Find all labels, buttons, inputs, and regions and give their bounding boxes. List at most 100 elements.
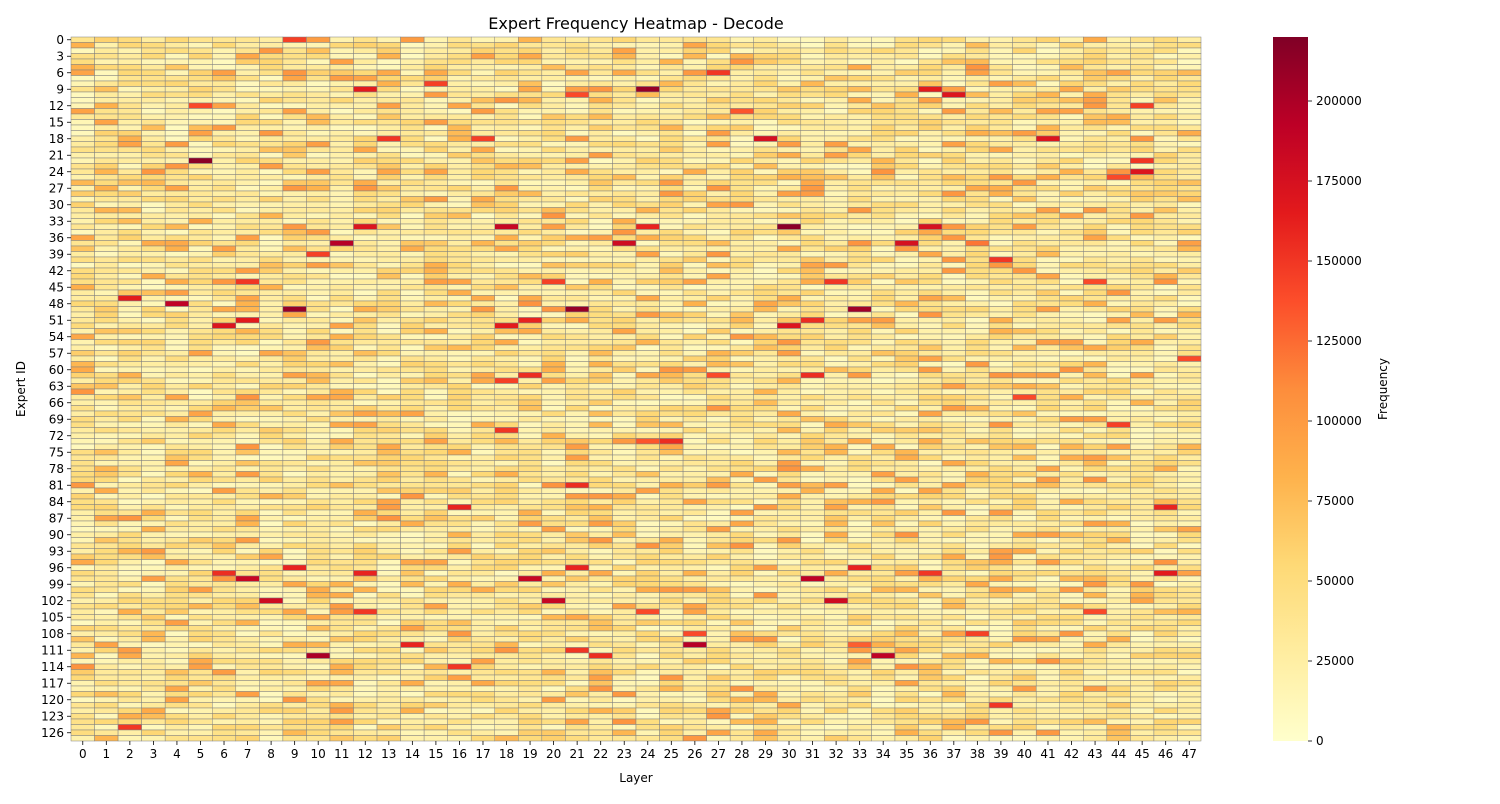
heatmap-cell xyxy=(1177,394,1202,401)
heatmap-cell xyxy=(188,108,213,115)
heatmap-cell xyxy=(824,124,849,131)
heatmap-cell xyxy=(400,113,425,120)
heatmap-cells xyxy=(70,36,1202,742)
heatmap-cell xyxy=(612,553,637,560)
heatmap-cell xyxy=(141,493,166,500)
heatmap-cell xyxy=(1035,53,1060,60)
heatmap-cell xyxy=(871,234,896,241)
heatmap-cell xyxy=(70,207,95,214)
heatmap-cell xyxy=(988,465,1013,472)
heatmap-cell xyxy=(988,311,1013,318)
heatmap-cell xyxy=(635,449,660,456)
heatmap-cell xyxy=(329,135,354,142)
heatmap-cell xyxy=(918,179,943,186)
heatmap-cell xyxy=(541,179,566,186)
heatmap-cell xyxy=(565,328,590,335)
heatmap-cell xyxy=(494,64,519,71)
heatmap-cell xyxy=(518,229,543,236)
heatmap-cell xyxy=(400,383,425,390)
heatmap-cell xyxy=(329,531,354,538)
heatmap-cell xyxy=(706,460,731,467)
heatmap-cell xyxy=(235,97,260,104)
heatmap-cell xyxy=(1177,157,1202,164)
heatmap-cell xyxy=(212,163,237,170)
heatmap-cell xyxy=(1177,350,1202,357)
heatmap-cell xyxy=(541,586,566,593)
heatmap-cell xyxy=(1177,234,1202,241)
heatmap-cell xyxy=(729,42,754,49)
heatmap-cell xyxy=(682,493,707,500)
heatmap-cell xyxy=(753,311,778,318)
heatmap-cell xyxy=(259,124,284,131)
heatmap-cell xyxy=(306,91,331,98)
heatmap-cell xyxy=(565,465,590,472)
heatmap-cell xyxy=(470,234,495,241)
heatmap-cell xyxy=(565,575,590,582)
heatmap-cell xyxy=(518,113,543,120)
heatmap-cell xyxy=(141,86,166,93)
heatmap-cell xyxy=(612,317,637,324)
heatmap-cell xyxy=(918,278,943,285)
heatmap-cell xyxy=(423,179,448,186)
heatmap-cell xyxy=(259,174,284,181)
heatmap-cell xyxy=(565,273,590,280)
heatmap-cell xyxy=(117,542,142,549)
heatmap-cell xyxy=(470,108,495,115)
heatmap-cell xyxy=(871,443,896,450)
heatmap-cell xyxy=(282,223,307,230)
heatmap-cell xyxy=(1059,454,1084,461)
heatmap-cell xyxy=(282,201,307,208)
heatmap-cell xyxy=(777,350,802,357)
heatmap-cell xyxy=(871,553,896,560)
heatmap-cell xyxy=(447,64,472,71)
heatmap-cell xyxy=(188,553,213,560)
heatmap-cell xyxy=(588,377,613,384)
heatmap-cell xyxy=(1130,317,1155,324)
heatmap-cell xyxy=(565,476,590,483)
heatmap-cell xyxy=(470,377,495,384)
heatmap-cell xyxy=(588,344,613,351)
heatmap-cell xyxy=(306,438,331,445)
heatmap-cell xyxy=(470,328,495,335)
heatmap-cell xyxy=(1153,526,1178,533)
heatmap-cell xyxy=(212,201,237,208)
heatmap-cell xyxy=(282,190,307,197)
heatmap-cell xyxy=(871,405,896,412)
heatmap-cell xyxy=(824,559,849,566)
heatmap-cell xyxy=(470,564,495,571)
heatmap-cell xyxy=(753,245,778,252)
heatmap-cell xyxy=(235,581,260,588)
heatmap-cell xyxy=(588,438,613,445)
heatmap-cell xyxy=(871,339,896,346)
heatmap-cell xyxy=(282,86,307,93)
heatmap-cell xyxy=(1083,421,1108,428)
heatmap-cell xyxy=(894,119,919,126)
heatmap-cell xyxy=(353,229,378,236)
heatmap-cell xyxy=(1059,339,1084,346)
heatmap-cell xyxy=(988,322,1013,329)
heatmap-cell xyxy=(682,542,707,549)
heatmap-cell xyxy=(824,564,849,571)
heatmap-cell xyxy=(282,53,307,60)
heatmap-cell xyxy=(612,460,637,467)
heatmap-cell xyxy=(871,108,896,115)
heatmap-cell xyxy=(141,179,166,186)
heatmap-cell xyxy=(470,69,495,76)
heatmap-cell xyxy=(235,58,260,65)
heatmap-cell xyxy=(1083,141,1108,148)
heatmap-cell xyxy=(824,449,849,456)
heatmap-cell xyxy=(1177,465,1202,472)
heatmap-cell xyxy=(988,421,1013,428)
heatmap-cell xyxy=(706,322,731,329)
heatmap-cell xyxy=(541,322,566,329)
heatmap-cell xyxy=(400,542,425,549)
heatmap-cell xyxy=(188,487,213,494)
heatmap-cell xyxy=(447,531,472,538)
heatmap-cell xyxy=(706,339,731,346)
heatmap-cell xyxy=(353,394,378,401)
heatmap-cell xyxy=(824,179,849,186)
heatmap-cell xyxy=(918,86,943,93)
heatmap-cell xyxy=(777,454,802,461)
heatmap-cell xyxy=(729,207,754,214)
heatmap-cell xyxy=(117,190,142,197)
